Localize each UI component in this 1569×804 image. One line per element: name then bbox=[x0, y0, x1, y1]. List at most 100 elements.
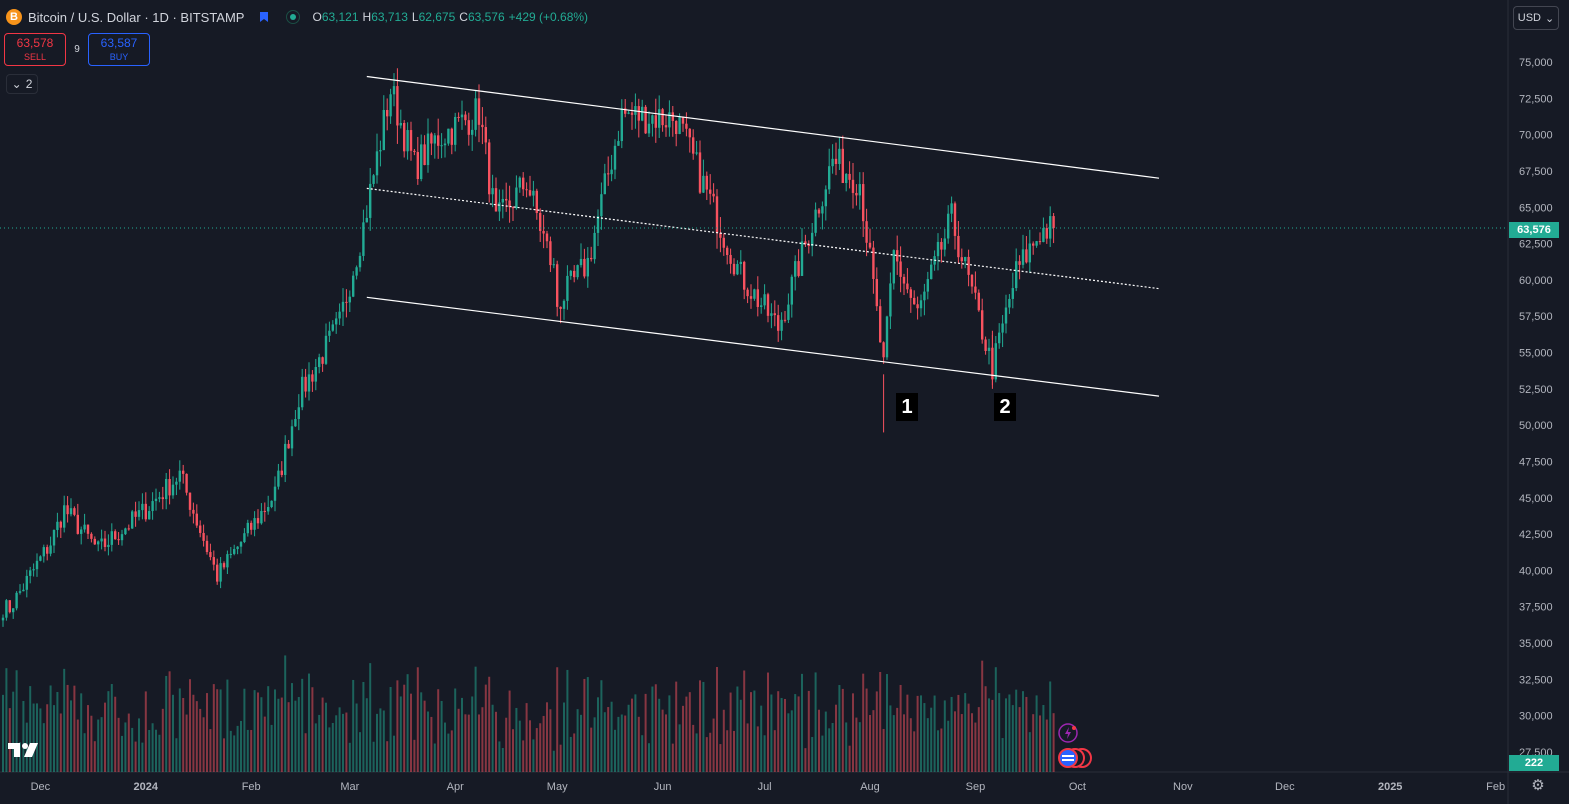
candle-body bbox=[49, 545, 52, 554]
candle-body bbox=[114, 531, 117, 540]
candle-body bbox=[236, 546, 239, 550]
candle-body bbox=[688, 128, 691, 138]
volume-bar bbox=[841, 688, 844, 772]
candle-body bbox=[641, 106, 644, 121]
volume-bar bbox=[845, 722, 848, 772]
price-tick-label: 72,500 bbox=[1519, 93, 1553, 105]
candle-body bbox=[505, 198, 508, 201]
volume-bar bbox=[899, 684, 902, 772]
volume-bar bbox=[648, 743, 650, 772]
volume-bar bbox=[631, 698, 633, 772]
candle-body bbox=[430, 133, 433, 144]
candle-body bbox=[229, 553, 232, 555]
candle-body bbox=[137, 510, 141, 517]
volume-bar bbox=[87, 705, 89, 772]
volume-bar bbox=[294, 700, 297, 772]
candle-body bbox=[906, 283, 909, 290]
tradingview-logo-icon[interactable] bbox=[6, 739, 42, 761]
candle-body bbox=[423, 144, 426, 166]
candle-body bbox=[409, 130, 413, 151]
candle-body bbox=[940, 241, 943, 250]
candle-body bbox=[525, 189, 528, 191]
candle-body bbox=[930, 264, 933, 280]
indicators-toggle-button[interactable]: ⌄ 2 bbox=[6, 74, 38, 94]
price-tick-label: 70,000 bbox=[1519, 130, 1553, 142]
symbol-title[interactable]: Bitcoin / U.S. Dollar · 1D · BITSTAMP bbox=[28, 9, 245, 25]
volume-bar bbox=[909, 718, 912, 772]
candle-body bbox=[746, 289, 749, 297]
spread-value: 9 bbox=[74, 44, 80, 55]
volume-bar bbox=[937, 730, 939, 772]
volume-bar bbox=[359, 732, 361, 772]
candle-body bbox=[783, 319, 787, 321]
events-icons[interactable] bbox=[1058, 722, 1098, 772]
candle-body bbox=[375, 151, 379, 176]
candle-body bbox=[624, 108, 627, 114]
candle-body bbox=[270, 500, 273, 508]
candle-body bbox=[1, 617, 5, 621]
volume-bar bbox=[556, 667, 559, 772]
volume-bar bbox=[913, 731, 916, 772]
volume-bar bbox=[406, 674, 409, 772]
sell-button[interactable]: 63,578 SELL bbox=[4, 33, 66, 66]
time-tick-label: 2025 bbox=[1378, 781, 1402, 793]
volume-bar bbox=[552, 750, 555, 772]
candle-body bbox=[681, 117, 685, 124]
candle-body bbox=[117, 539, 120, 541]
volume-bar bbox=[559, 744, 562, 772]
candle-body bbox=[56, 521, 59, 530]
volume-bar bbox=[940, 728, 943, 772]
candle-body bbox=[202, 532, 205, 541]
candle-body bbox=[307, 374, 311, 392]
volume-bar bbox=[389, 687, 392, 772]
buy-button[interactable]: 63,587 BUY bbox=[88, 33, 150, 66]
volume-bar bbox=[695, 733, 698, 772]
candle-body bbox=[722, 237, 725, 248]
candle-body bbox=[865, 221, 868, 243]
volume-bar bbox=[342, 713, 344, 772]
annotation-label-1[interactable]: 1 bbox=[896, 393, 918, 421]
volume-bar bbox=[637, 716, 640, 772]
volume-bar bbox=[403, 684, 406, 772]
candle-body bbox=[967, 256, 970, 275]
volume-bar bbox=[773, 730, 776, 772]
annotation-label-2[interactable]: 2 bbox=[994, 393, 1016, 421]
volume-bar bbox=[1011, 705, 1014, 772]
volume-bar bbox=[270, 724, 273, 772]
candle-body bbox=[260, 510, 263, 524]
candle-body bbox=[780, 319, 783, 331]
volume-bar bbox=[824, 711, 827, 772]
volume-bar bbox=[104, 702, 106, 772]
flag-icon[interactable] bbox=[258, 11, 270, 23]
price-tick-label: 42,500 bbox=[1519, 529, 1553, 541]
volume-bar bbox=[372, 741, 375, 772]
volume-bar bbox=[134, 741, 137, 772]
candle-body bbox=[647, 123, 651, 134]
candle-body bbox=[488, 142, 491, 195]
settings-gear-icon[interactable]: ⚙ bbox=[1531, 777, 1545, 794]
market-status-icon[interactable] bbox=[286, 10, 301, 24]
candle-body bbox=[528, 190, 532, 196]
volume-bar bbox=[243, 688, 246, 772]
volume-bar bbox=[223, 738, 225, 772]
volume-bar bbox=[522, 740, 525, 772]
volume-bar bbox=[195, 701, 198, 772]
buy-price: 63,587 bbox=[100, 35, 138, 50]
candle-body bbox=[35, 560, 39, 570]
volume-bar bbox=[784, 698, 786, 772]
volume-bar bbox=[331, 722, 334, 772]
candle-body bbox=[607, 173, 610, 175]
volume-bar bbox=[355, 703, 358, 772]
candle-body bbox=[1038, 241, 1042, 243]
volume-bar bbox=[474, 666, 477, 772]
volume-bar bbox=[654, 684, 657, 772]
time-tick-label: Jul bbox=[758, 781, 772, 793]
candle-body bbox=[559, 306, 562, 309]
candle-body bbox=[311, 374, 314, 382]
volume-bar bbox=[852, 693, 854, 772]
currency-selector[interactable]: USD ⌄ bbox=[1513, 6, 1559, 30]
volume-bar bbox=[457, 708, 460, 772]
candle-body bbox=[987, 347, 991, 351]
